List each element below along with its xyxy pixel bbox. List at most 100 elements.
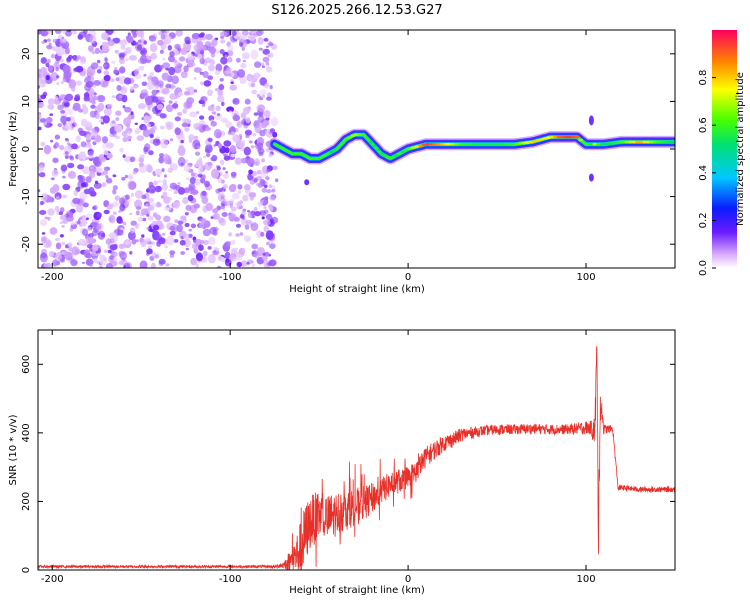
noise-blob	[177, 156, 186, 167]
ridge-peak	[332, 148, 338, 152]
noise-blob	[115, 117, 120, 122]
noise-blob	[59, 234, 64, 238]
noise-blob	[87, 150, 94, 156]
noise-blob	[85, 217, 89, 221]
noise-blob	[38, 78, 47, 88]
noise-blob	[261, 216, 265, 220]
noise-blob	[234, 157, 242, 165]
noise-blob	[223, 153, 227, 157]
noise-blob	[56, 46, 65, 57]
ridge-peak	[350, 134, 356, 137]
noise-blob	[85, 213, 93, 219]
noise-blob	[256, 169, 262, 175]
noise-blob	[203, 240, 209, 245]
noise-blob	[119, 57, 125, 65]
noise-blob	[244, 184, 251, 191]
noise-blob	[137, 103, 146, 110]
noise-blob	[110, 78, 115, 82]
noise-blob	[248, 140, 253, 144]
noise-blob	[49, 227, 58, 235]
snr-axis-ticks: -200 -100 0 100 0 200 400 600	[21, 330, 675, 585]
noise-blob	[146, 55, 152, 61]
noise-blob	[116, 84, 122, 92]
noise-blob	[94, 180, 99, 185]
noise-blob	[143, 146, 149, 153]
noise-blob	[182, 218, 187, 223]
noise-blob	[58, 211, 64, 215]
noise-blob	[189, 111, 198, 118]
colorbar-tick-label: 0.2	[698, 212, 709, 228]
noise-blob	[106, 152, 113, 159]
noise-blob	[46, 44, 53, 50]
noise-blob	[262, 48, 271, 55]
ridge-peak	[603, 142, 608, 146]
noise-blob	[158, 31, 163, 36]
noise-blob	[235, 200, 243, 208]
noise-blob	[154, 168, 163, 175]
noise-blob	[150, 262, 156, 268]
noise-blob	[96, 171, 102, 176]
noise-blob	[248, 169, 253, 175]
noise-blob	[196, 111, 200, 114]
noise-blob	[228, 214, 235, 222]
noise-blob	[251, 89, 258, 95]
noise-blob	[189, 176, 197, 185]
spectrogram-ytick-label: 0	[21, 146, 32, 152]
noise-blob	[219, 78, 224, 82]
ridge-peak	[645, 140, 651, 144]
noise-blob	[229, 84, 237, 91]
ridge-peak	[535, 139, 541, 142]
noise-blob	[196, 40, 204, 50]
noise-blob	[163, 153, 169, 160]
noise-blob	[141, 92, 149, 100]
noise-blob	[215, 247, 220, 252]
noise-blob	[59, 207, 65, 213]
noise-blob	[106, 103, 113, 108]
noise-blob	[253, 206, 258, 212]
noise-blob	[184, 222, 190, 228]
noise-blob	[124, 156, 132, 163]
ridge-peak	[471, 142, 477, 146]
noise-blob	[47, 216, 51, 221]
ridge-peak	[435, 142, 441, 146]
ridge-peak	[439, 142, 445, 146]
noise-blob	[82, 202, 89, 208]
noise-blob	[38, 94, 42, 100]
noise-blob	[261, 94, 266, 99]
noise-blob	[190, 223, 197, 229]
noise-blob	[198, 218, 207, 225]
noise-blob	[120, 86, 128, 94]
ridge-peak	[560, 135, 566, 139]
noise-blob	[103, 209, 110, 215]
noise-blob	[164, 30, 170, 34]
noise-blob	[143, 40, 147, 45]
noise-blob	[266, 189, 272, 194]
noise-blob	[91, 250, 96, 256]
noise-blob	[108, 232, 117, 239]
noise-blob	[159, 153, 165, 158]
noise-blob	[47, 208, 55, 216]
noise-blob	[221, 212, 228, 217]
noise-blob	[208, 253, 216, 264]
noise-blob	[40, 200, 44, 206]
noise-blob	[148, 185, 156, 194]
noise-blob	[43, 122, 47, 126]
noise-blob	[48, 98, 55, 106]
noise-blob	[158, 237, 166, 245]
noise-blob	[113, 211, 117, 215]
noise-blob	[118, 219, 124, 224]
noise-blob	[205, 33, 213, 41]
noise-blob	[214, 113, 223, 120]
noise-blob	[50, 177, 55, 181]
noise-blob	[142, 129, 151, 138]
noise-blob	[197, 173, 203, 178]
noise-blob	[184, 127, 190, 132]
noise-blob	[203, 80, 212, 87]
noise-blob	[62, 175, 66, 179]
noise-blob	[132, 32, 138, 38]
noise-blob	[164, 245, 168, 249]
noise-blob	[137, 30, 145, 38]
noise-blob	[228, 73, 232, 77]
noise-blob	[38, 165, 44, 172]
noise-blob	[143, 115, 150, 124]
